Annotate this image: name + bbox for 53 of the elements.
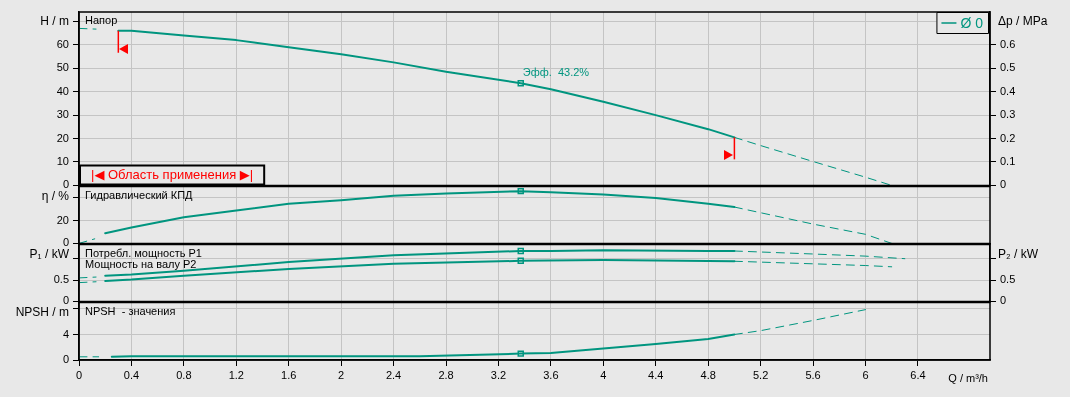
x-tick-label: 6.4: [910, 368, 926, 381]
y-axis-title: NPSH / m: [15, 304, 69, 319]
y-tick-label: 4: [62, 327, 69, 340]
x-tick-label: 4.4: [648, 368, 664, 381]
chart-title: Напор: [85, 14, 118, 27]
annotation: Эфф. 43.2%: [522, 66, 590, 79]
y-tick-label: 10: [56, 155, 69, 167]
y2-tick-label: 0.5: [1000, 273, 1016, 286]
x-tick-label: 1.2: [228, 368, 244, 381]
x-tick-label: 3.2: [490, 368, 507, 381]
y-tick-label: 30: [56, 108, 69, 121]
chart-title: Потребл. мощность P1: [85, 246, 202, 259]
y-tick-label: 20: [56, 213, 69, 226]
y2-tick-label: 0.3: [1000, 108, 1016, 121]
y-axis-title: η / %: [41, 188, 70, 203]
y-tick-label: 40: [56, 84, 69, 97]
x-tick-label: 0: [75, 368, 83, 381]
y-axis-title: H / m: [40, 14, 69, 29]
y-tick-label: 0.5: [53, 273, 69, 286]
x-tick-label: 2.4: [385, 368, 402, 381]
y-tick-label: 0: [62, 353, 69, 366]
chart-title: NPSH - значения: [85, 304, 176, 317]
chart-title: Гидравлический КПД: [85, 188, 194, 201]
x-tick-label: 0.8: [176, 368, 192, 381]
y2-tick-label: 0.5: [1000, 61, 1016, 74]
y2-tick-label: 0.4: [1000, 84, 1016, 97]
y2-tick-label: 0.6: [1000, 37, 1016, 50]
x-tick-label: 1.6: [281, 368, 297, 381]
y-tick-label: 0: [62, 236, 69, 249]
y2-tick-label: 0: [1000, 178, 1007, 191]
y-tick-label: 0: [62, 294, 69, 307]
y-tick-label: 50: [56, 61, 69, 74]
y-tick-label: 60: [56, 37, 69, 50]
y2-tick-label: 0: [1000, 294, 1007, 307]
y2-tick-label: 0.2: [1000, 131, 1016, 144]
y2-axis-title: Δp / MPa: [998, 14, 1048, 29]
x-tick-label: 6: [862, 368, 869, 381]
y2-tick-label: 0.1: [1000, 155, 1016, 167]
y2-axis-title: P₂ / kW: [998, 246, 1039, 261]
x-tick-label: 4.8: [700, 368, 716, 381]
y-axis-title: P₁ / kW: [29, 246, 70, 261]
x-tick-label: 5.2: [752, 368, 769, 381]
legend-label: Ø 0: [960, 14, 984, 31]
x-tick-label: 5.6: [805, 368, 821, 381]
x-tick-label: 0.4: [123, 368, 140, 381]
x-axis-title: Q / m³/h: [948, 372, 988, 385]
y-tick-label: 20: [56, 131, 69, 144]
x-tick-label: 4: [600, 368, 607, 381]
x-tick-label: 3.6: [543, 368, 559, 381]
x-tick-label: 2.8: [438, 368, 454, 381]
y-tick-label: 0: [62, 178, 69, 191]
annotation: |◀ Область применения ▶|: [91, 167, 254, 183]
x-tick-label: 2: [338, 368, 345, 381]
